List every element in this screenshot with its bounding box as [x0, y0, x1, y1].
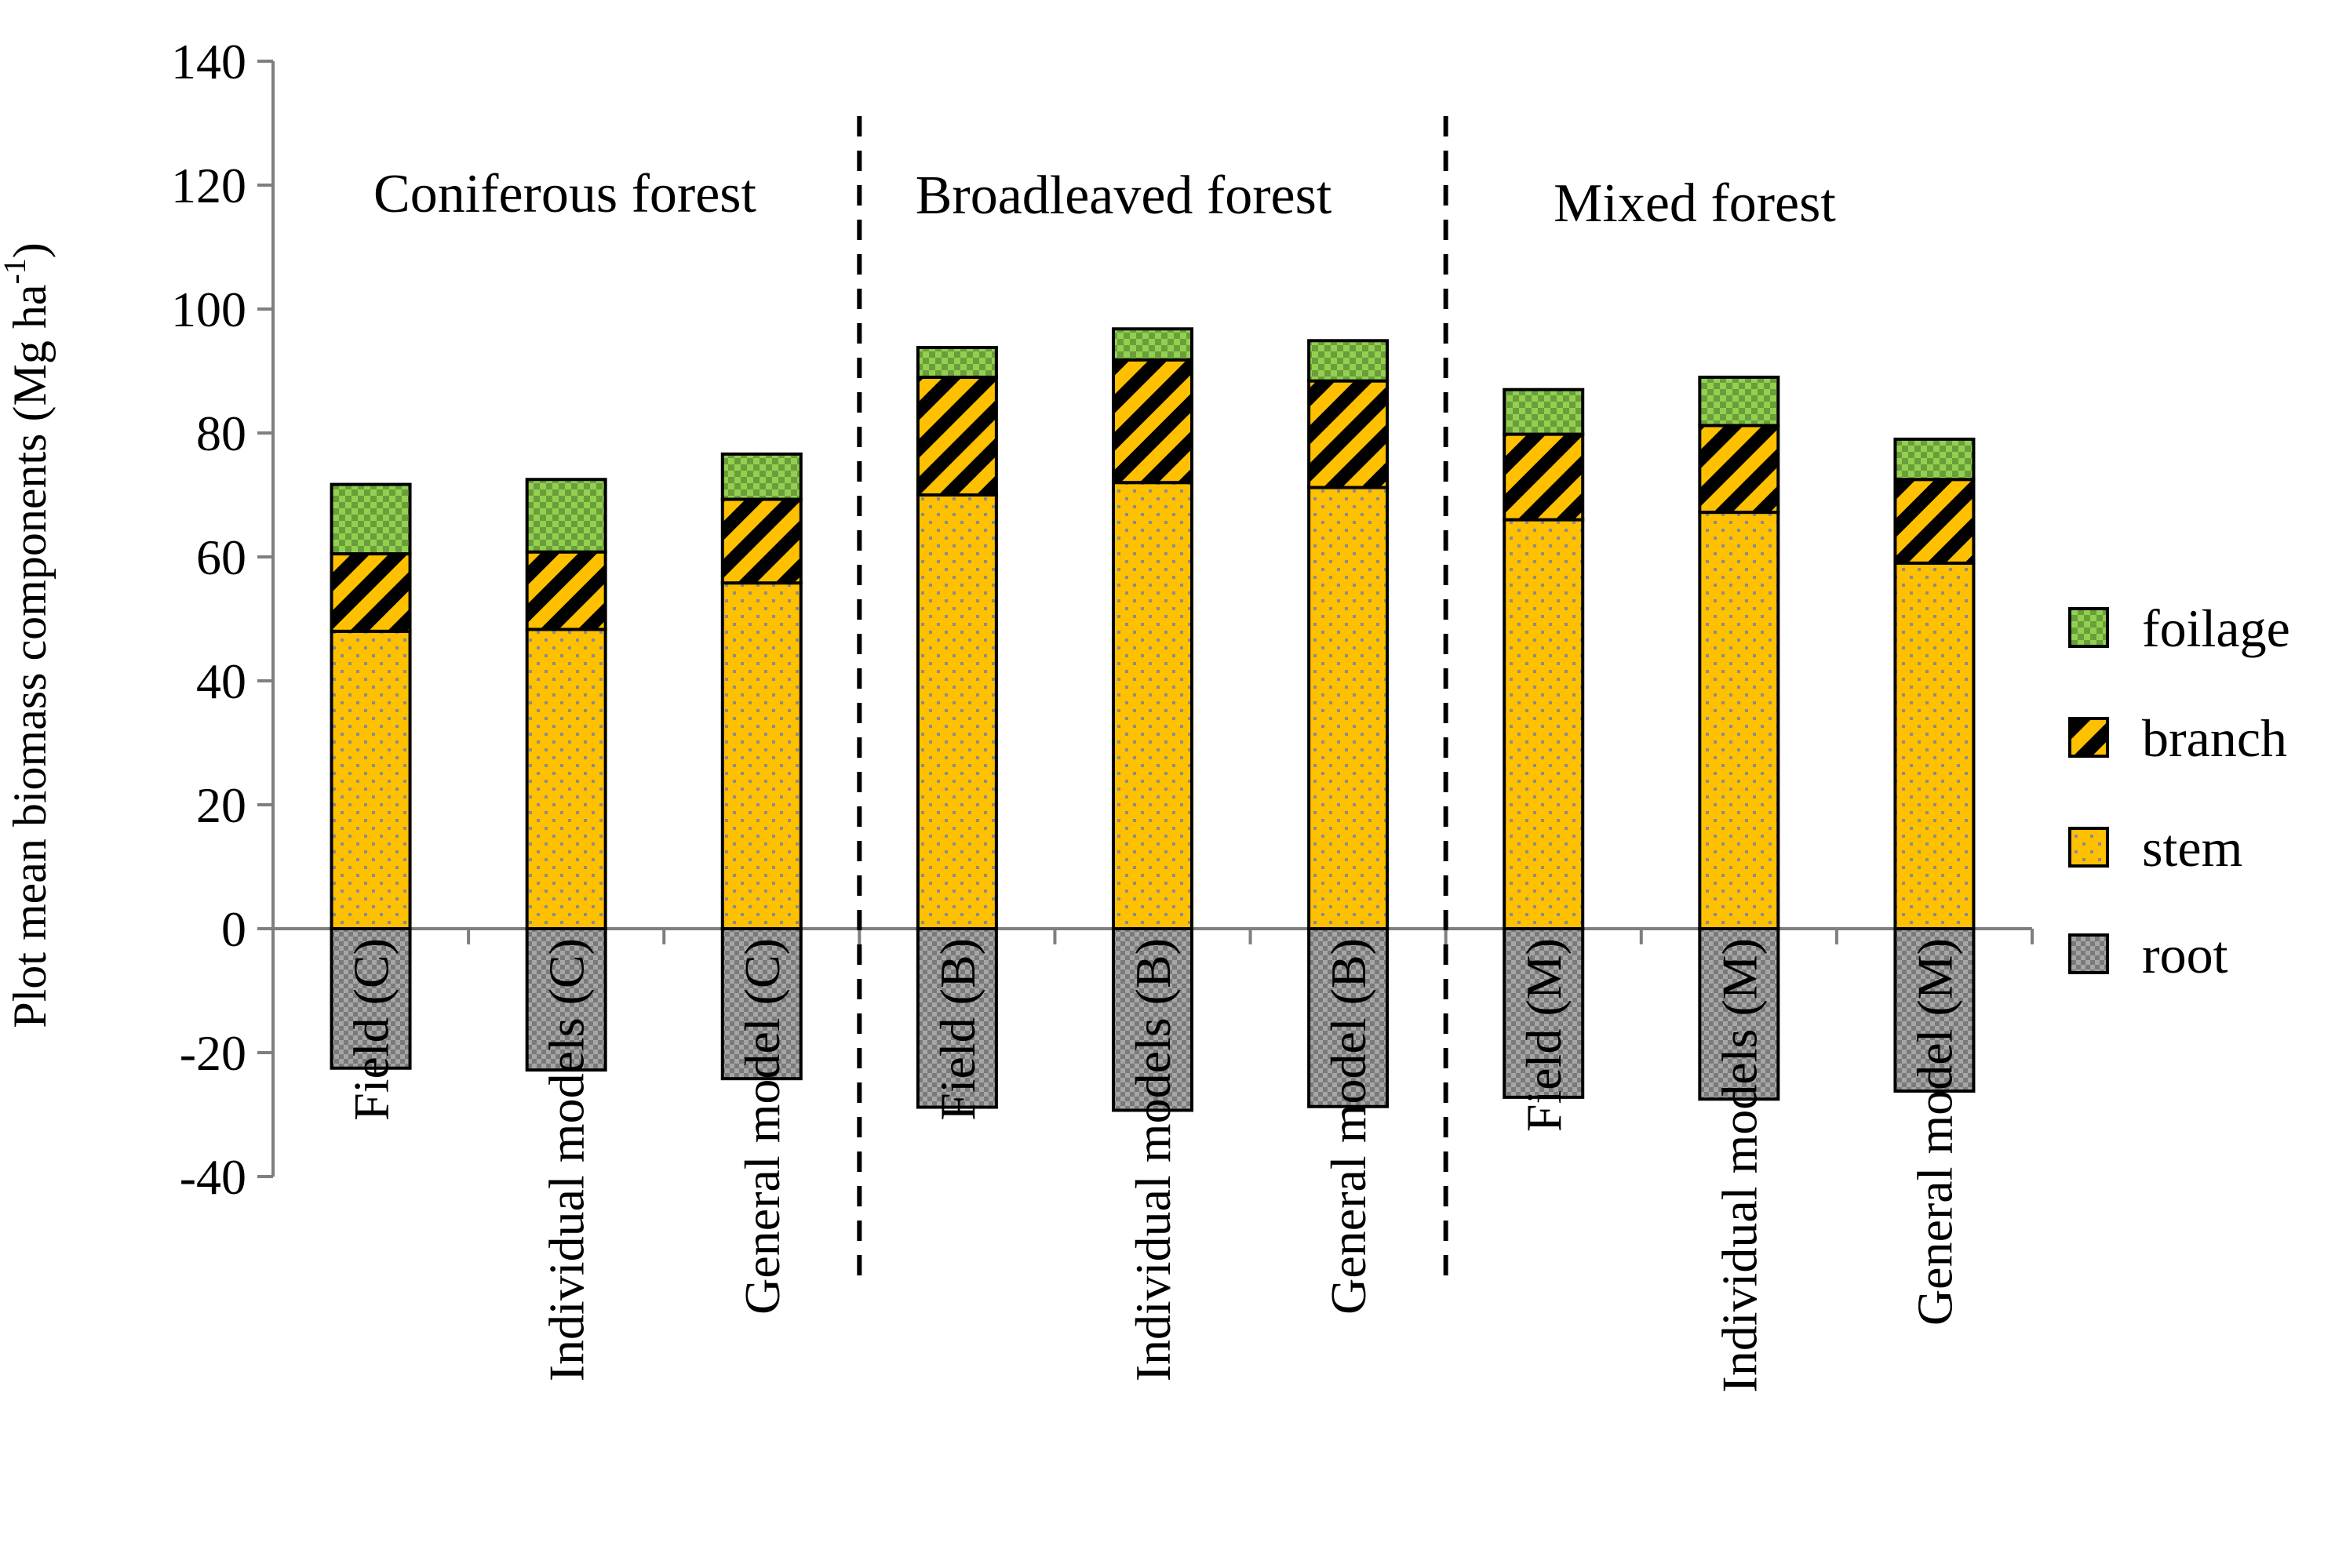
bar-segment-root [525, 927, 607, 1072]
bar-segment-root [1698, 927, 1780, 1101]
group-label: Mixed forest [1554, 173, 1836, 234]
y-tick-label: 140 [171, 34, 246, 89]
y-tick-label: 100 [171, 282, 246, 337]
legend-label-branch: branch [2142, 708, 2287, 768]
bar-segment-stem [525, 628, 607, 930]
bar-segment-stem [720, 581, 803, 930]
y-tick-label: 120 [171, 158, 246, 213]
category-labels: Field (C) Individual models (C) General mo… [344, 938, 1963, 1392]
category-label: Individual models (B) [1125, 938, 1181, 1381]
bar-segment-stem [1112, 481, 1193, 930]
legend-swatch-branch [2068, 717, 2109, 758]
bar-segment-foilage [1112, 327, 1193, 362]
category-label: Individual models (C) [539, 938, 595, 1381]
legend-label-root: root [2142, 925, 2228, 984]
bar-segment-branch [1112, 358, 1193, 485]
bar-segment-branch [525, 550, 607, 631]
bar-segment-stem [1307, 486, 1390, 930]
bar-segment-root [1112, 927, 1193, 1112]
y-tick-label: 80 [196, 406, 246, 461]
y-tick-label: 60 [196, 529, 246, 585]
bar-segment-branch [1893, 478, 1976, 565]
bar-segment-foilage [1307, 339, 1390, 383]
bar-segment-stem [330, 629, 412, 930]
bar-segment-branch [720, 497, 803, 585]
category-label: General model (M) [1907, 938, 1962, 1326]
legend-swatch-stem [2068, 827, 2109, 868]
legend-label-stem: stem [2142, 818, 2242, 878]
y-tick-label: 0 [221, 901, 246, 957]
bar-segment-branch [1698, 424, 1780, 515]
bar-segment-stem [1893, 561, 1976, 931]
bar-segment-root [330, 927, 412, 1070]
bars [330, 327, 1976, 1112]
bar-segment-branch [1503, 432, 1585, 522]
legend-swatch-root [2068, 933, 2109, 974]
bar-segment-foilage [1698, 375, 1780, 427]
bar-segment-foilage [1893, 437, 1976, 482]
legend: foilage branch stem root [2068, 598, 2290, 984]
category-label: Field (B) [930, 938, 985, 1121]
bar-segment-foilage [330, 482, 412, 556]
category-label: General model (B) [1320, 938, 1376, 1315]
y-tick-label: -20 [180, 1025, 246, 1081]
bar-segment-foilage [720, 452, 803, 501]
bar-segment-branch [916, 375, 998, 497]
bar-segment-stem [916, 493, 998, 930]
bar-segment-root [1893, 927, 1976, 1093]
category-label: Field (M) [1516, 938, 1572, 1132]
bar-segment-stem [1503, 518, 1585, 930]
group-labels: Coniferous forest Broadleaved forest Mixed… [373, 116, 1836, 1280]
legend-swatch-foilage [2068, 607, 2109, 648]
group-label: Broadleaved forest [916, 166, 1332, 226]
category-label: Field (C) [344, 938, 399, 1121]
bar-segment-branch [330, 552, 412, 633]
y-tick-label: -40 [180, 1149, 246, 1205]
y-tick-label: 40 [196, 653, 246, 709]
y-axis-title: Plot mean biomass components (Mg ha-1) [0, 242, 56, 1028]
bar-segment-root [916, 927, 998, 1109]
bar-segment-foilage [525, 478, 607, 554]
legend-label-foilage: foilage [2142, 598, 2290, 658]
group-label: Coniferous forest [373, 164, 757, 224]
y-tick-label: 20 [196, 777, 246, 833]
category-label: General model (C) [734, 938, 790, 1315]
bar-segment-foilage [1503, 387, 1585, 436]
bar-segment-foilage [916, 345, 998, 379]
bar-segment-stem [1698, 511, 1780, 930]
category-label: Individual models (M) [1711, 938, 1767, 1392]
bar-segment-branch [1307, 379, 1390, 489]
